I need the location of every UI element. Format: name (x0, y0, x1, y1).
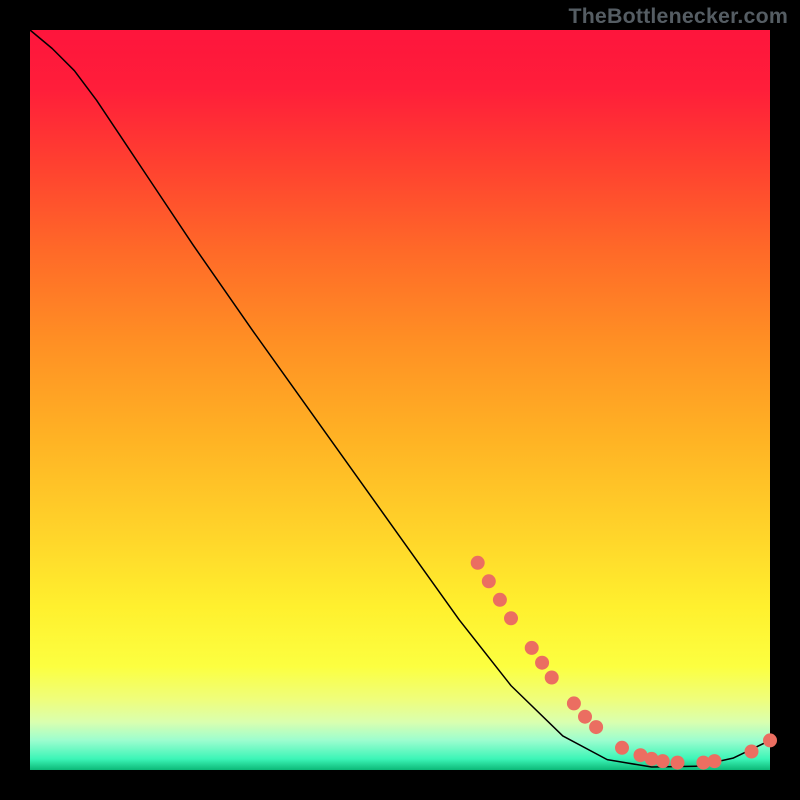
data-marker (567, 696, 581, 710)
data-marker (578, 710, 592, 724)
data-marker (471, 556, 485, 570)
plot-background (30, 30, 770, 770)
data-marker (656, 754, 670, 768)
data-marker (525, 641, 539, 655)
data-marker (708, 754, 722, 768)
data-marker (504, 611, 518, 625)
data-marker (482, 574, 496, 588)
data-marker (745, 745, 759, 759)
figure-container: TheBottlenecker.com (0, 0, 800, 800)
data-marker (763, 733, 777, 747)
data-marker (493, 593, 507, 607)
data-marker (535, 656, 549, 670)
data-marker (615, 741, 629, 755)
data-marker (589, 720, 603, 734)
data-marker (545, 671, 559, 685)
watermark-text: TheBottlenecker.com (568, 4, 788, 29)
bottleneck-curve-chart (0, 0, 800, 800)
data-marker (671, 756, 685, 770)
